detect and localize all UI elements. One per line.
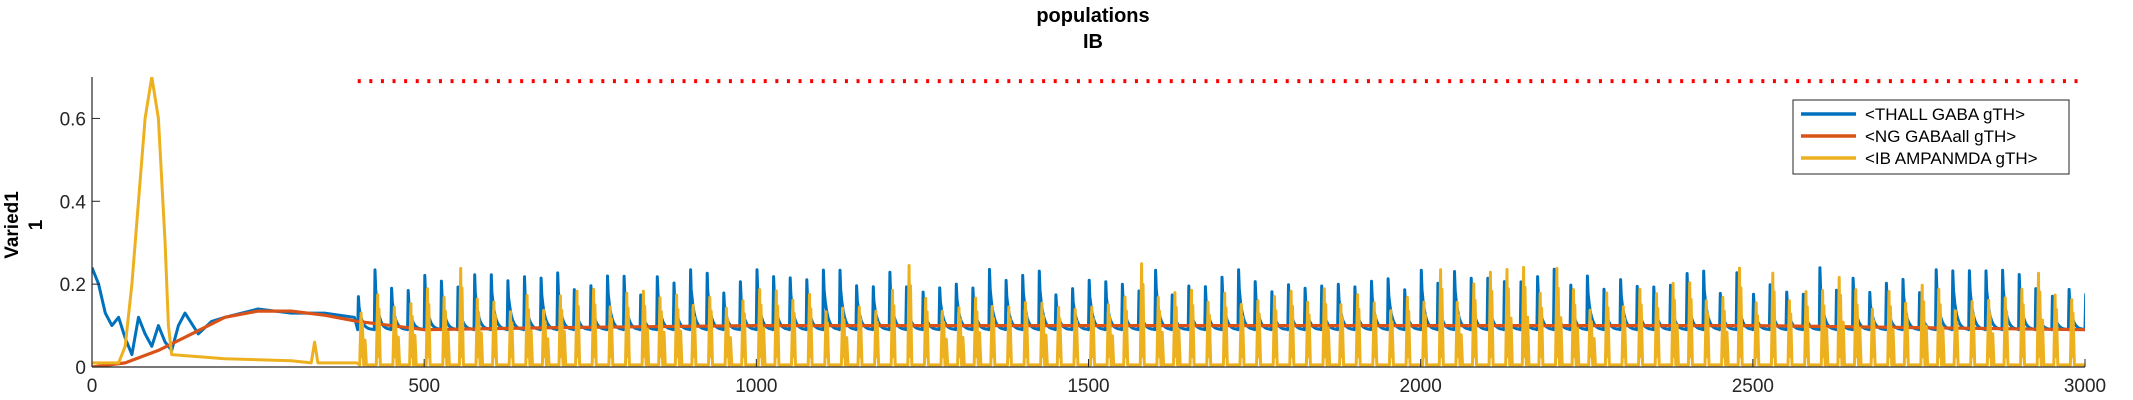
y-axis-title: Varied1 bbox=[2, 191, 23, 259]
series-line-3 bbox=[92, 77, 2085, 367]
legend-entry: <IB AMPANMDA gTH> bbox=[1865, 149, 2038, 168]
plot-area bbox=[92, 77, 2085, 367]
x-tick-label: 3000 bbox=[2064, 376, 2106, 397]
y-axis-label: Varied1 1 bbox=[2, 191, 47, 259]
y-tick-label: 0.2 bbox=[60, 275, 86, 296]
x-tick-label: 0 bbox=[87, 376, 98, 397]
y-tick-label: 0 bbox=[75, 358, 86, 379]
y-tick-label: 0.4 bbox=[60, 192, 87, 213]
legend: <THALL GABA gTH> <NG GABAall gTH> <IB AMPA… bbox=[1792, 99, 2070, 175]
x-tick-label: 1000 bbox=[735, 376, 777, 397]
x-tick-label: 500 bbox=[408, 376, 440, 397]
legend-entry: <NG GABAall gTH> bbox=[1865, 127, 2016, 146]
legend-entry: <THALL GABA gTH> bbox=[1865, 105, 2025, 124]
x-tick-label: 2000 bbox=[1400, 376, 1442, 397]
x-tick-label: 1500 bbox=[1067, 376, 1109, 397]
axes: 0 500 1000 1500 2000 2500 3000 0 0.2 0.4 0.6 bbox=[60, 77, 2106, 397]
chart-title: populations bbox=[1036, 5, 1149, 27]
chart-subtitle: IB bbox=[1083, 31, 1103, 53]
y-axis-subtitle: 1 bbox=[26, 219, 47, 230]
x-tick-label: 2500 bbox=[1732, 376, 1774, 397]
y-tick-label: 0.6 bbox=[60, 109, 86, 130]
